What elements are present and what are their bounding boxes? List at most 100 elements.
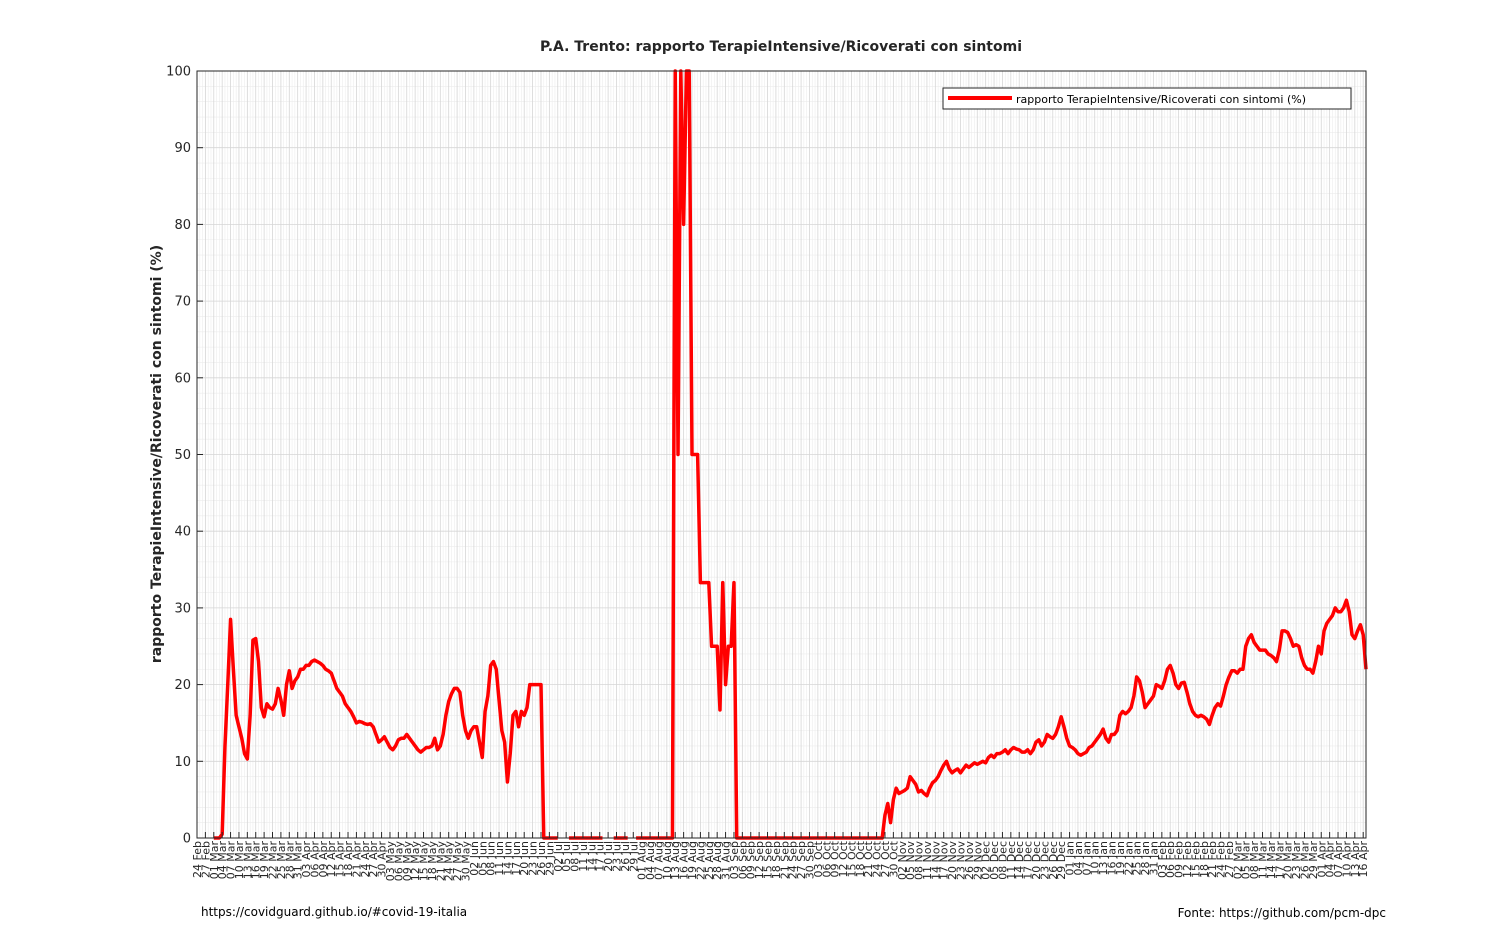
x-tick-label: 27 Feb xyxy=(199,841,212,878)
x-tick-label: 13 Aug xyxy=(669,841,682,880)
x-tick-label: 24 Sep xyxy=(787,841,800,879)
x-tick-label: 27 Oct xyxy=(879,840,892,877)
x-tick-label: 27 May xyxy=(451,841,464,882)
x-tick-label: 05 Mar xyxy=(1240,841,1253,880)
x-tick-label: 22 Aug xyxy=(694,841,707,880)
x-tick-label: 21 Feb xyxy=(1206,841,1219,878)
x-tick-label: 06 Oct xyxy=(820,840,833,877)
x-tick-label: 20 Jun xyxy=(518,841,531,876)
y-axis: 0 10 20 30 40 50 60 70 80 90 100 xyxy=(166,65,203,847)
x-tick-label: 29 Dec xyxy=(1055,841,1068,880)
x-tick-label: 08 Jul xyxy=(569,841,582,872)
x-tick-label: 15 Oct xyxy=(845,840,858,877)
x-tick-label: 21 Sep xyxy=(778,841,791,879)
y-tick-label: 80 xyxy=(174,218,191,233)
x-tick-label: 29 Jul xyxy=(627,841,640,872)
x-tick-label: 28 Aug xyxy=(711,841,724,880)
x-tick-label: 23 Dec xyxy=(1038,841,1051,880)
x-tick-label: 10 Aug xyxy=(661,841,674,880)
x-tick-label: 17 Nov xyxy=(938,841,951,880)
x-tick-label: 13 Mar xyxy=(241,841,254,880)
x-tick-label: 02 Mar xyxy=(1231,841,1244,880)
x-tick-label: 04 Mar xyxy=(216,841,229,880)
y-tick-label: 20 xyxy=(174,678,191,693)
x-tick-label: 20 Nov xyxy=(946,841,959,880)
x-tick-label: 24 May xyxy=(443,841,456,882)
x-tick-label: 24 Feb xyxy=(191,841,204,878)
footer-source-link[interactable]: https://covidguard.github.io/#covid-19-i… xyxy=(201,905,468,919)
x-tick-label: 29 Mar xyxy=(1307,841,1320,880)
x-tick-label: 12 Apr xyxy=(325,841,338,878)
x-tick-label: 01 Apr xyxy=(1315,841,1328,878)
x-tick-label: 26 Mar xyxy=(1298,841,1311,880)
x-tick-label: 18 Apr xyxy=(342,841,355,878)
x-tick-label: 30 Sep xyxy=(803,841,816,879)
x-tick-label: 22 Jan xyxy=(1122,841,1135,875)
x-tick-label: 15 May xyxy=(418,841,431,882)
major-grid xyxy=(197,71,1366,838)
x-tick-label: 27 Sep xyxy=(795,841,808,879)
x-tick-label: 08 Jun xyxy=(485,841,498,876)
y-tick-label: 90 xyxy=(174,141,191,156)
x-tick-label: 06 Sep xyxy=(736,841,749,879)
x-tick-label: 11 Jul xyxy=(577,841,590,872)
x-tick-label: 26 Nov xyxy=(963,841,976,880)
x-tick-label: 23 Jul xyxy=(611,841,624,872)
x-tick-label: 14 Dec xyxy=(1013,841,1026,880)
x-tick-label: 13 Apr xyxy=(1349,841,1362,878)
x-tick-label: 17 Mar xyxy=(1273,841,1286,880)
x-tick-label: 23 Mar xyxy=(1290,841,1303,880)
x-tick-label: 29 Nov xyxy=(971,841,984,880)
x-tick-label: 01 Aug xyxy=(636,841,649,880)
x-tick-label: 31 Jan xyxy=(1147,841,1160,875)
x-tick-label: 31 Mar xyxy=(292,841,305,880)
x-tick-label: 23 Nov xyxy=(954,841,967,880)
x-tick-label: 26 Dec xyxy=(1047,841,1060,880)
x-tick-label: 18 Feb xyxy=(1198,841,1211,878)
x-tick-label: 03 Apr xyxy=(300,841,313,878)
x-tick-label: 12 Feb xyxy=(1181,841,1194,878)
x-tick-label: 10 Mar xyxy=(233,841,246,880)
x-tick-label: 13 Jan xyxy=(1097,841,1110,875)
x-tick-label: 21 Oct xyxy=(862,840,875,877)
x-tick-label: 16 Aug xyxy=(678,841,691,880)
x-tick-label: 09 Sep xyxy=(745,841,758,879)
x-tick-label: 21 Apr xyxy=(350,841,363,878)
x-tick-label: 19 Jan xyxy=(1114,841,1127,875)
x-tick-label: 07 Aug xyxy=(652,841,665,880)
x-tick-label: 14 Mar xyxy=(1265,841,1278,880)
y-tick-label: 0 xyxy=(183,832,191,847)
x-tick-label: 02 Jul xyxy=(552,841,565,872)
x-tick-label: 24 Feb xyxy=(1215,841,1228,878)
x-tick-label: 05 Nov xyxy=(904,841,917,880)
x-tick-label: 04 Apr xyxy=(1324,841,1337,878)
x-tick-label: 18 Oct xyxy=(854,840,867,877)
x-tick-label: 28 Mar xyxy=(283,841,296,880)
x-tick-label: 06 Feb xyxy=(1164,841,1177,878)
x-tick-label: 15 Feb xyxy=(1189,841,1202,878)
x-tick-label: 18 Sep xyxy=(770,841,783,879)
y-tick-label: 60 xyxy=(174,371,191,386)
x-tick-label: 01 Jan xyxy=(1064,841,1077,875)
x-tick-label: 07 Apr xyxy=(1332,841,1345,878)
x-tick-label: 16 Apr xyxy=(1357,841,1370,878)
x-tick-label: 20 Jul xyxy=(602,841,615,872)
x-tick-label: 02 Dec xyxy=(980,841,993,880)
x-tick-label: 11 Mar xyxy=(1257,841,1270,880)
x-tick-label: 03 May xyxy=(384,841,397,882)
x-tick-label: 25 Jan xyxy=(1131,841,1144,875)
x-tick-label: 10 Jan xyxy=(1089,841,1102,875)
x-tick-label: 06 May xyxy=(392,841,405,882)
x-tick-label: 09 Apr xyxy=(317,841,330,878)
x-tick-label: 08 Dec xyxy=(996,841,1009,880)
x-tick-label: 16 Mar xyxy=(250,841,263,880)
x-tick-label: 14 Jul xyxy=(585,841,598,872)
x-tick-label: 28 Jan xyxy=(1139,841,1152,875)
x-tick-label: 30 Oct xyxy=(887,840,900,877)
x-tick-label: 17 Jun xyxy=(510,841,523,876)
x-tick-label: 02 Jun xyxy=(468,841,481,876)
y-tick-label: 40 xyxy=(174,525,191,540)
legend-box xyxy=(942,87,1352,110)
x-tick-label: 17 Jul xyxy=(594,841,607,872)
